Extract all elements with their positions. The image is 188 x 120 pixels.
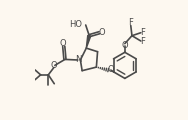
Text: O: O bbox=[59, 39, 66, 48]
Text: N: N bbox=[75, 55, 81, 64]
Text: F: F bbox=[128, 18, 133, 27]
Text: HO: HO bbox=[69, 20, 82, 29]
Polygon shape bbox=[86, 35, 91, 48]
Text: F: F bbox=[141, 37, 146, 46]
Text: O: O bbox=[50, 61, 57, 70]
Text: O: O bbox=[122, 41, 128, 50]
Text: O: O bbox=[98, 28, 105, 37]
Text: O: O bbox=[107, 65, 114, 74]
Text: F: F bbox=[141, 28, 146, 37]
